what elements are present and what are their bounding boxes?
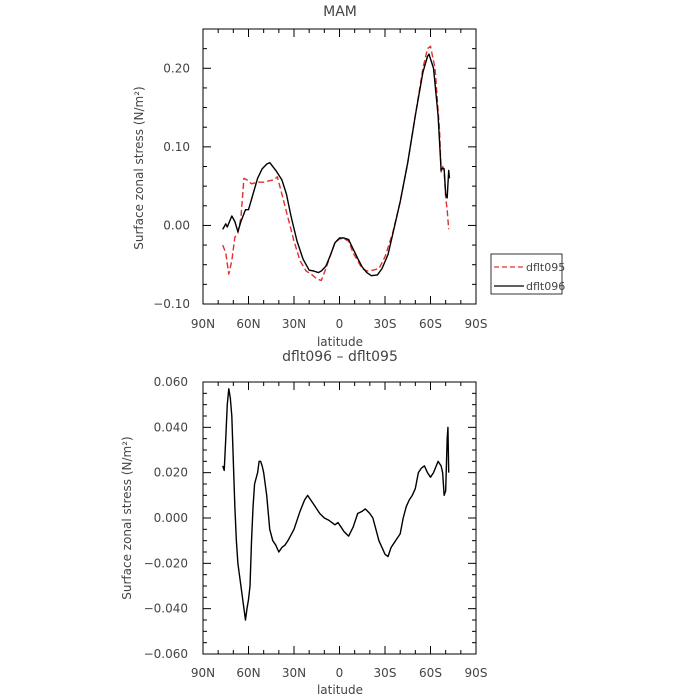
x-tick-label: 30S [374, 666, 397, 680]
y-tick-label: 0.020 [154, 466, 188, 480]
x-tick-labels: 90N 60N 30N 0 30S 60S 90S [191, 666, 488, 680]
x-tick-label: 30N [282, 317, 306, 331]
y-tick-labels: −0.060 −0.040 −0.020 0.000 0.020 0.040 0.060 [144, 375, 188, 661]
series-lines [222, 388, 450, 621]
x-tick-label: 60N [236, 666, 260, 680]
x-tick-label: 90S [465, 666, 488, 680]
legend-label-dflt095: dflt095 [526, 261, 565, 274]
chart-bottom: dflt096 – dflt095 90N 60N 30N 0 30S 60S 90S −0… [120, 349, 487, 697]
x-tick-label: 90N [191, 317, 215, 331]
y-tick-label: 0.20 [163, 61, 190, 75]
x-tick-label: 90N [191, 666, 215, 680]
chart-top: MAM 90N 60N 30N 0 30S 60S 90S −0.10 0.00 0.10 0.2… [132, 4, 487, 349]
x-tick-label: 60S [419, 317, 442, 331]
series-line-dflt095 [222, 45, 450, 282]
y-axis-label: Surface zonal stress (N/m²) [120, 436, 134, 600]
tick-marks [202, 28, 477, 305]
y-tick-label: −0.060 [144, 647, 188, 661]
x-tick-label: 0 [336, 666, 344, 680]
y-tick-label: −0.10 [153, 297, 190, 311]
y-tick-label: 0.060 [154, 375, 188, 389]
legend-box [490, 253, 563, 295]
x-tick-label: 30S [374, 317, 397, 331]
x-axis-label: latitude [317, 335, 363, 349]
x-tick-label: 60N [236, 317, 260, 331]
y-tick-label: −0.020 [144, 556, 188, 570]
y-tick-label: 0.000 [154, 511, 188, 525]
x-tick-label: 30N [282, 666, 306, 680]
tick-marks [202, 381, 477, 655]
legend: dflt095 dflt096 [490, 253, 565, 295]
y-tick-label: −0.040 [144, 602, 188, 616]
y-tick-label: 0.00 [163, 218, 190, 232]
y-axis-label: Surface zonal stress (N/m²) [132, 86, 146, 250]
x-tick-labels: 90N 60N 30N 0 30S 60S 90S [191, 317, 488, 331]
x-axis-label: latitude [317, 683, 363, 697]
series-line-difference [222, 388, 450, 621]
legend-label-dflt096: dflt096 [526, 280, 565, 293]
series-line-dflt096 [222, 53, 451, 277]
x-tick-label: 90S [465, 317, 488, 331]
series-lines [222, 45, 451, 282]
y-tick-label: 0.040 [154, 420, 188, 434]
x-tick-label: 0 [336, 317, 344, 331]
chart-title: dflt096 – dflt095 [282, 349, 398, 365]
x-tick-label: 60S [419, 666, 442, 680]
y-tick-label: 0.10 [163, 140, 190, 154]
y-tick-labels: −0.10 0.00 0.10 0.20 [153, 61, 190, 311]
chart-title: MAM [323, 4, 357, 20]
